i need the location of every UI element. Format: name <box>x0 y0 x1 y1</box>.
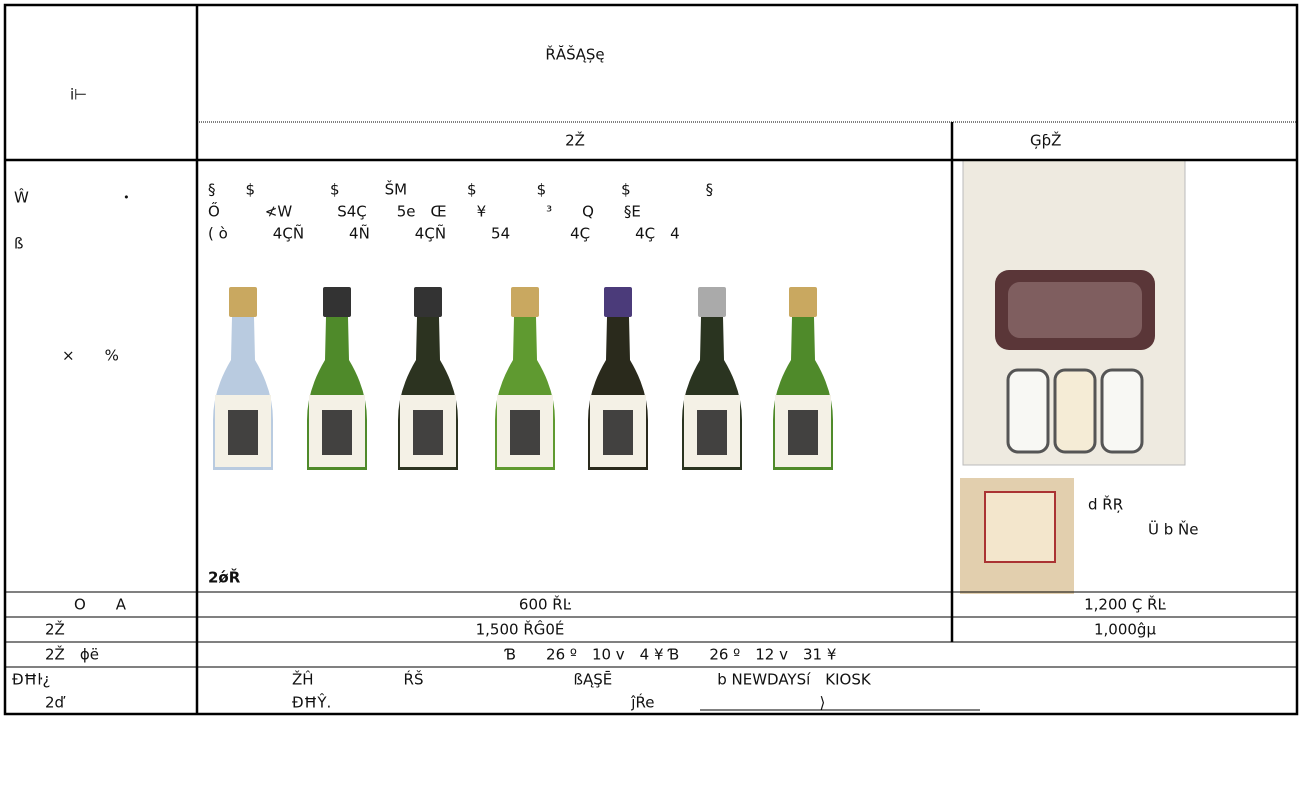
cell: Ɓ 26 º 10 v 4 ¥ Ɓ 26 º 12 v 31 ¥ <box>504 646 836 664</box>
row-label: 2ď <box>45 694 66 712</box>
bottle-part <box>697 410 727 455</box>
bottle-text: Ő ≮W S4Ç 5e Œ ¥ ³ Q §E <box>208 201 641 221</box>
row-label: 2Ž ɸë <box>45 645 99 664</box>
cell: 1,500 ŘĜ0É <box>476 620 565 639</box>
bottle-text: ( ò 4ÇÑ 4Ñ 4ÇÑ 54 4Ç 4Ç 4 <box>208 224 680 243</box>
sub-header: ĢƥŽ <box>1030 131 1061 150</box>
cell: ĐĦŶ. ĵŔe ⟩ <box>292 693 825 712</box>
cell: 1,000ĝµ <box>1094 621 1156 639</box>
bottles <box>213 287 833 470</box>
bottle-part <box>510 410 540 455</box>
row-label: ÐĦŀ¿ <box>12 671 50 689</box>
bottle-part <box>414 287 442 317</box>
bottle-part <box>788 410 818 455</box>
masu <box>960 478 1074 594</box>
bottle-text: § $ $ ŠM $ $ $ § <box>208 180 713 199</box>
bottle-part <box>604 287 632 317</box>
bottle-part <box>789 287 817 317</box>
sub-header: 2Ž <box>565 131 585 150</box>
table-border <box>3 3 1299 716</box>
row-label: ß <box>14 235 23 253</box>
box-note: d ŘŖ <box>1088 495 1123 514</box>
cell: 600 ŘĿ <box>519 595 572 614</box>
bottle-part <box>698 287 726 317</box>
bottle-part <box>322 410 352 455</box>
row-label: 2Ž <box>45 620 65 639</box>
cell: ŽĤ ŔŠ ßĄŞĒ b NEWDAYSí KIOSK <box>292 670 872 689</box>
bottle-part <box>603 410 633 455</box>
row-label: O A <box>74 596 127 614</box>
bottle-part <box>413 410 443 455</box>
header-group: ŘĂŠĄȘę <box>545 45 604 64</box>
caption: 2ǿŘ <box>208 568 241 587</box>
bottle-part <box>228 410 258 455</box>
row-label: Ŵ ・ <box>14 188 134 207</box>
bottle-part <box>229 287 257 317</box>
bottle-part <box>323 287 351 317</box>
row-label: × % <box>62 347 119 365</box>
box-note: Ü b Ňe <box>1148 520 1199 539</box>
gift-box <box>962 159 1186 466</box>
header-label: i⊢ <box>70 86 87 104</box>
bottle-part <box>511 287 539 317</box>
cell: 1,200 Ç ŘĿ <box>1084 595 1166 614</box>
